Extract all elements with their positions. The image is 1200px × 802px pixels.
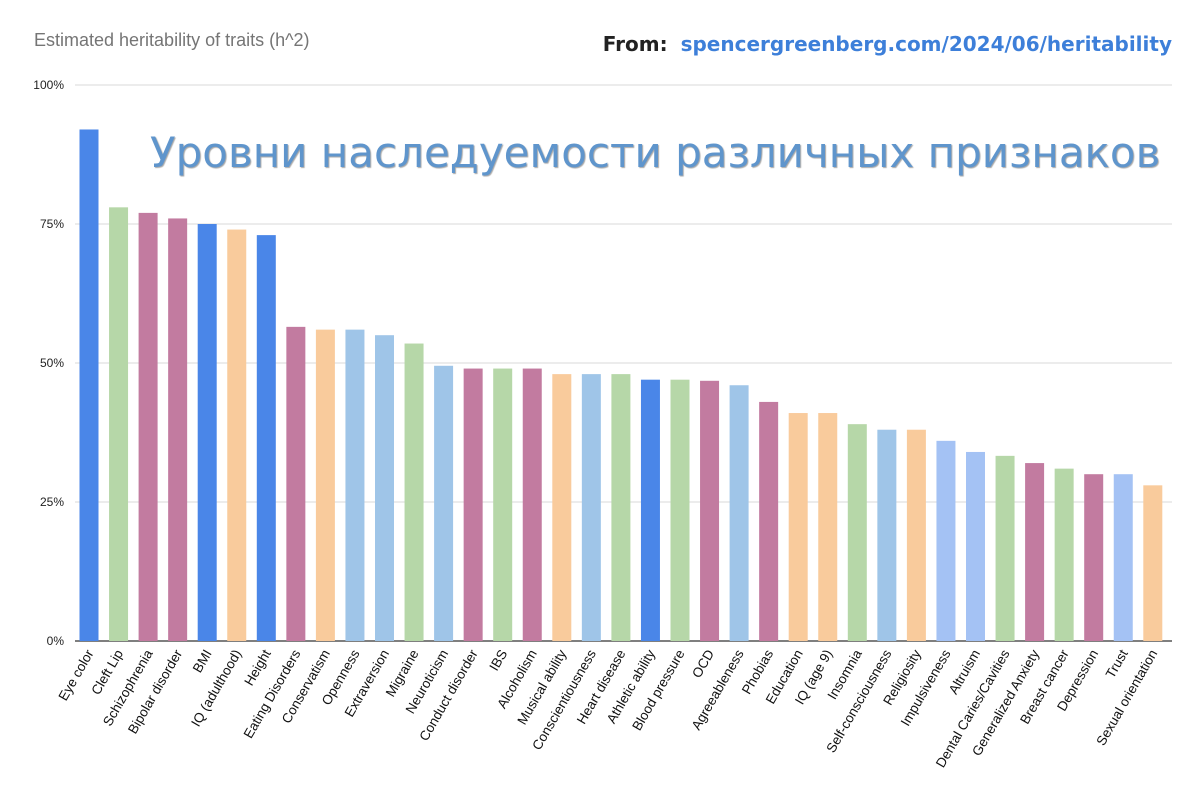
bar[interactable]	[611, 374, 631, 641]
source-attribution: From: spencergreenberg.com/2024/06/herit…	[603, 32, 1172, 56]
bar[interactable]	[966, 451, 985, 641]
bar[interactable]	[670, 379, 690, 641]
x-tick-label: Eye color	[55, 647, 96, 704]
bar[interactable]	[818, 413, 838, 641]
y-tick-label: 75%	[40, 217, 64, 231]
bar[interactable]	[788, 413, 808, 641]
bar[interactable]	[138, 212, 158, 641]
bar[interactable]	[256, 235, 276, 641]
bar[interactable]	[759, 401, 779, 641]
x-tick-label: OCD	[689, 647, 717, 681]
source-label: From:	[602, 32, 668, 56]
bar[interactable]	[227, 229, 247, 641]
bar[interactable]	[581, 374, 601, 641]
bar[interactable]	[375, 335, 394, 641]
bar[interactable]	[522, 368, 542, 641]
bar[interactable]	[1084, 474, 1104, 641]
x-tick-label: Trust	[1103, 647, 1131, 681]
y-tick-label: 50%	[40, 356, 64, 370]
bar[interactable]	[640, 379, 660, 641]
source-link[interactable]: spencergreenberg.com/2024/06/heritabilit…	[680, 32, 1172, 56]
bar[interactable]	[995, 455, 1015, 641]
bar[interactable]	[906, 429, 926, 641]
y-tick-label: 25%	[40, 495, 64, 509]
bar[interactable]	[1025, 463, 1045, 641]
y-axis-ticks: 0% 25% 50% 75% 100%	[33, 78, 64, 648]
y-tick-label: 100%	[33, 78, 64, 92]
bar[interactable]	[700, 380, 720, 641]
bar[interactable]	[847, 424, 867, 641]
bar[interactable]	[1113, 474, 1133, 641]
chart-title: Estimated heritability of traits (h^2)	[34, 30, 310, 50]
x-tick-label: Sexual orientation	[1093, 647, 1160, 748]
bar[interactable]	[109, 207, 129, 641]
bar[interactable]	[79, 129, 99, 642]
y-tick-label: 0%	[47, 634, 65, 648]
bar[interactable]	[404, 343, 424, 641]
bar[interactable]	[463, 368, 483, 641]
bar[interactable]	[493, 368, 513, 641]
x-tick-label: BMI	[190, 647, 215, 675]
overlay-title: Уровни наследуемости различных признаков	[150, 128, 1161, 177]
bar[interactable]	[1143, 485, 1163, 641]
bar[interactable]	[936, 440, 956, 641]
bar[interactable]	[197, 224, 217, 641]
bars	[79, 129, 1163, 642]
bar[interactable]	[877, 429, 897, 641]
x-tick-label: IBS	[486, 647, 510, 673]
bar[interactable]	[1054, 468, 1074, 641]
bar[interactable]	[168, 218, 188, 641]
bar[interactable]	[286, 326, 306, 641]
bar[interactable]	[345, 329, 365, 641]
bar[interactable]	[729, 385, 749, 641]
bar[interactable]	[315, 329, 335, 641]
bar[interactable]	[552, 374, 572, 641]
bar[interactable]	[434, 365, 454, 641]
